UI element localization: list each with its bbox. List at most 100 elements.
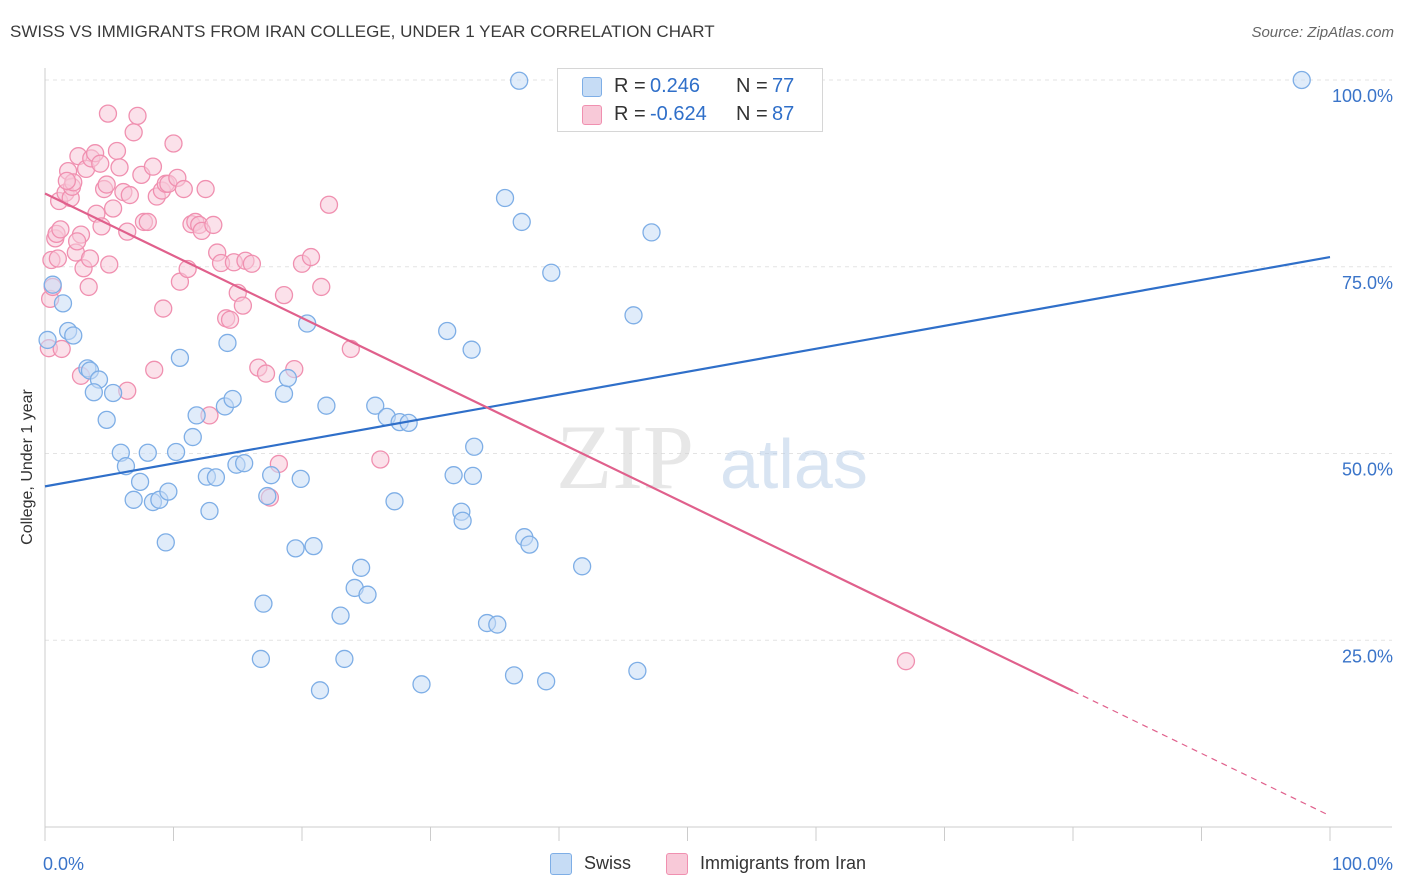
iran-point [97,175,116,194]
watermark-zip: ZIP [556,406,694,508]
iran-trend-extension [1072,690,1331,817]
n-label: N = [736,75,768,97]
r-label: R = [614,75,646,97]
swiss-point [335,649,354,669]
iran-point [145,360,164,379]
iran-legend-swatch [666,853,688,875]
iran-point [100,255,119,274]
watermark-atlas: atlas [720,425,868,503]
n-label: N = [736,103,768,125]
swiss-point [38,330,57,350]
swiss-r-value: 0.246 [650,75,701,97]
swiss-point [351,558,371,577]
iran-point [274,285,294,305]
x-tick-label-max: 100.0% [1332,854,1393,874]
swiss-point [187,406,206,425]
swiss-point [200,501,219,521]
swiss-point [520,535,539,554]
swiss-point [542,263,561,282]
iran-point [204,215,223,235]
swiss-point [310,681,330,700]
swiss-point [463,466,483,486]
swiss-point [572,557,592,576]
swiss-point [438,321,457,341]
swiss-point [43,275,62,294]
trend-lines [44,192,1331,817]
swiss-point [1292,70,1311,90]
iran-point [341,339,360,359]
grid-lines [45,79,1392,641]
y-tick-label: 75.0% [1342,273,1393,293]
axes [44,68,1392,841]
swiss-point [218,333,237,353]
iran-point [120,185,139,205]
series-iran-points [39,104,916,671]
r-label: R = [614,103,646,125]
iran-point [110,158,129,177]
swiss-point [642,223,661,242]
tick-labels: 25.0% 50.0% 75.0% 100.0% 0.0% 100.0% [43,86,1393,874]
iran-point [138,212,157,232]
swiss-point [510,71,529,90]
iran-point [256,364,276,383]
iran-point [371,450,390,469]
iran-point [57,171,76,190]
iran-point [196,179,215,199]
iran-point [124,123,143,142]
swiss-point [366,396,385,415]
swiss-point [156,533,175,552]
iran-legend-label: Immigrants from Iran [700,853,867,873]
swiss-point [385,492,404,511]
iran-point [164,134,183,153]
swiss-point [258,486,277,506]
swiss-point [254,594,273,613]
swiss-n-value: 77 [772,75,795,97]
iran-point [79,277,98,297]
swiss-point [331,606,350,625]
swiss-point [358,585,377,604]
iran-point [91,154,110,173]
swiss-point [504,666,524,685]
swiss-point [465,437,484,456]
swiss-point [412,675,431,694]
swiss-point [130,472,150,492]
swiss-point [97,410,116,430]
swiss-point [223,389,242,409]
swiss-point [159,482,178,501]
chart-title: SWISS VS IMMIGRANTS FROM IRAN COLLEGE, U… [10,22,715,41]
swiss-point [138,443,157,462]
swiss-point [488,615,507,634]
swiss-point [628,661,647,681]
iran-point [67,232,87,251]
swiss-swatch [582,77,602,97]
x-tick-label-min: 0.0% [43,854,84,874]
iran-point [174,179,193,199]
swiss-point [274,384,294,403]
iran-point [103,199,123,218]
iran-point [128,106,147,126]
swiss-point [512,212,531,232]
swiss-point [304,536,323,556]
y-tick-label: 25.0% [1342,646,1393,666]
swiss-point [64,326,83,345]
iran-point [143,157,163,176]
swiss-legend-swatch [550,853,572,875]
swiss-point [124,490,143,509]
swiss-point [251,649,271,669]
swiss-point [624,306,643,325]
swiss-trend-line [44,255,1331,488]
swiss-point [53,294,73,313]
stats-legend: R = 0.246 N = 77 R = -0.624 N = 87 [557,68,823,132]
swiss-point [462,340,481,359]
iran-point [48,249,67,268]
iran-swatch [582,105,602,125]
iran-r-value: -0.624 [650,103,707,125]
iran-n-value: 87 [772,103,795,125]
iran-point [319,195,339,214]
iran-point [51,220,70,239]
iran-point [896,652,916,671]
source-label: Source: ZipAtlas.com [1251,24,1394,41]
iran-point [107,141,127,161]
iran-point [312,277,331,297]
